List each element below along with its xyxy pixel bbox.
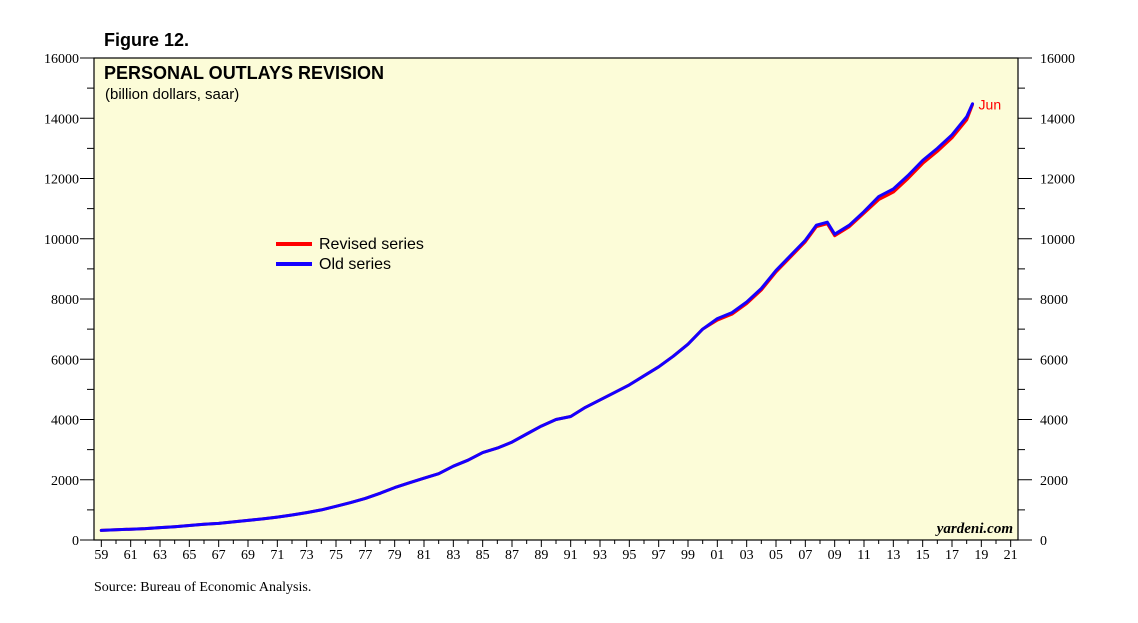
legend: Revised series Old series — [276, 236, 424, 273]
x-tick-label: 95 — [622, 548, 636, 563]
figure-label: Figure 12. — [104, 30, 190, 50]
x-tick-label: 87 — [505, 548, 519, 563]
watermark: yardeni.com — [935, 521, 1013, 537]
x-tick-label: 13 — [886, 548, 900, 563]
x-tick-label: 85 — [476, 548, 490, 563]
series-line-old-series — [99, 102, 974, 532]
x-tick-label: 17 — [945, 548, 959, 563]
y-tick-label-left: 0 — [72, 534, 79, 549]
y-tick-label-right: 2000 — [1040, 474, 1068, 489]
y-tick-label-right: 0 — [1040, 534, 1047, 549]
y-tick-label-left: 8000 — [51, 293, 79, 308]
x-tick-label: 69 — [241, 548, 255, 563]
x-tick-label: 83 — [446, 548, 460, 563]
y-tick-label-left: 16000 — [44, 52, 79, 67]
x-tick-label: 93 — [593, 548, 607, 563]
x-axis: 59 61 63 65 67 69 71 73 75 77 79 81 83 85 87 89 91 93 95 97… — [94, 540, 1018, 563]
y-tick-label-left: 2000 — [51, 474, 79, 489]
x-tick-label: 99 — [681, 548, 695, 563]
series-layer — [99, 102, 974, 532]
y-tick-label-left: 10000 — [44, 233, 79, 248]
legend-label: Old series — [319, 256, 391, 273]
y-axis-right: 0 2000 4000 6000 8000 10000 12000 14000 16000 — [1018, 52, 1075, 549]
x-tick-label: 67 — [212, 548, 226, 563]
y-tick-label-right: 14000 — [1040, 112, 1075, 127]
y-tick-label-left: 12000 — [44, 173, 79, 188]
x-tick-label: 21 — [1004, 548, 1018, 563]
y-tick-label-right: 4000 — [1040, 414, 1068, 429]
y-tick-label-right: 8000 — [1040, 293, 1068, 308]
y-tick-label-right: 10000 — [1040, 233, 1075, 248]
legend-label: Revised series — [319, 236, 424, 253]
y-tick-label-left: 6000 — [51, 353, 79, 368]
x-tick-label: 77 — [358, 548, 372, 563]
chart-title: PERSONAL OUTLAYS REVISION — [104, 63, 384, 83]
x-tick-label: 97 — [652, 548, 666, 563]
x-tick-label: 89 — [534, 548, 548, 563]
x-tick-label: 65 — [182, 548, 196, 563]
x-tick-label: 15 — [916, 548, 930, 563]
y-tick-label-left: 4000 — [51, 414, 79, 429]
x-tick-label: 91 — [564, 548, 578, 563]
x-tick-label: 03 — [740, 548, 754, 563]
y-tick-label-left: 14000 — [44, 112, 79, 127]
x-tick-label: 79 — [388, 548, 402, 563]
y-tick-label-right: 6000 — [1040, 353, 1068, 368]
plot-frame — [93, 57, 1019, 541]
x-tick-label: 19 — [974, 548, 988, 563]
x-tick-label: 75 — [329, 548, 343, 563]
x-tick-label: 73 — [300, 548, 314, 563]
x-tick-label: 61 — [124, 548, 138, 563]
x-tick-label: 09 — [828, 548, 842, 563]
latest-month-annotation: Jun — [979, 97, 1002, 113]
y-axis-left: 0 2000 4000 6000 8000 10000 12000 14000 16000 — [44, 52, 94, 549]
x-tick-label: 59 — [94, 548, 108, 563]
x-tick-label: 63 — [153, 548, 167, 563]
plot-area — [94, 58, 1018, 540]
x-tick-label: 01 — [710, 548, 724, 563]
x-tick-label: 05 — [769, 548, 783, 563]
x-tick-label: 81 — [417, 548, 431, 563]
chart-subtitle: (billion dollars, saar) — [105, 86, 239, 103]
x-tick-label: 71 — [270, 548, 284, 563]
source-note: Source: Bureau of Economic Analysis. — [94, 580, 312, 595]
y-tick-label-right: 12000 — [1040, 173, 1075, 188]
x-tick-label: 07 — [798, 548, 812, 563]
y-tick-label-right: 16000 — [1040, 52, 1075, 67]
x-tick-label: 11 — [857, 548, 870, 563]
